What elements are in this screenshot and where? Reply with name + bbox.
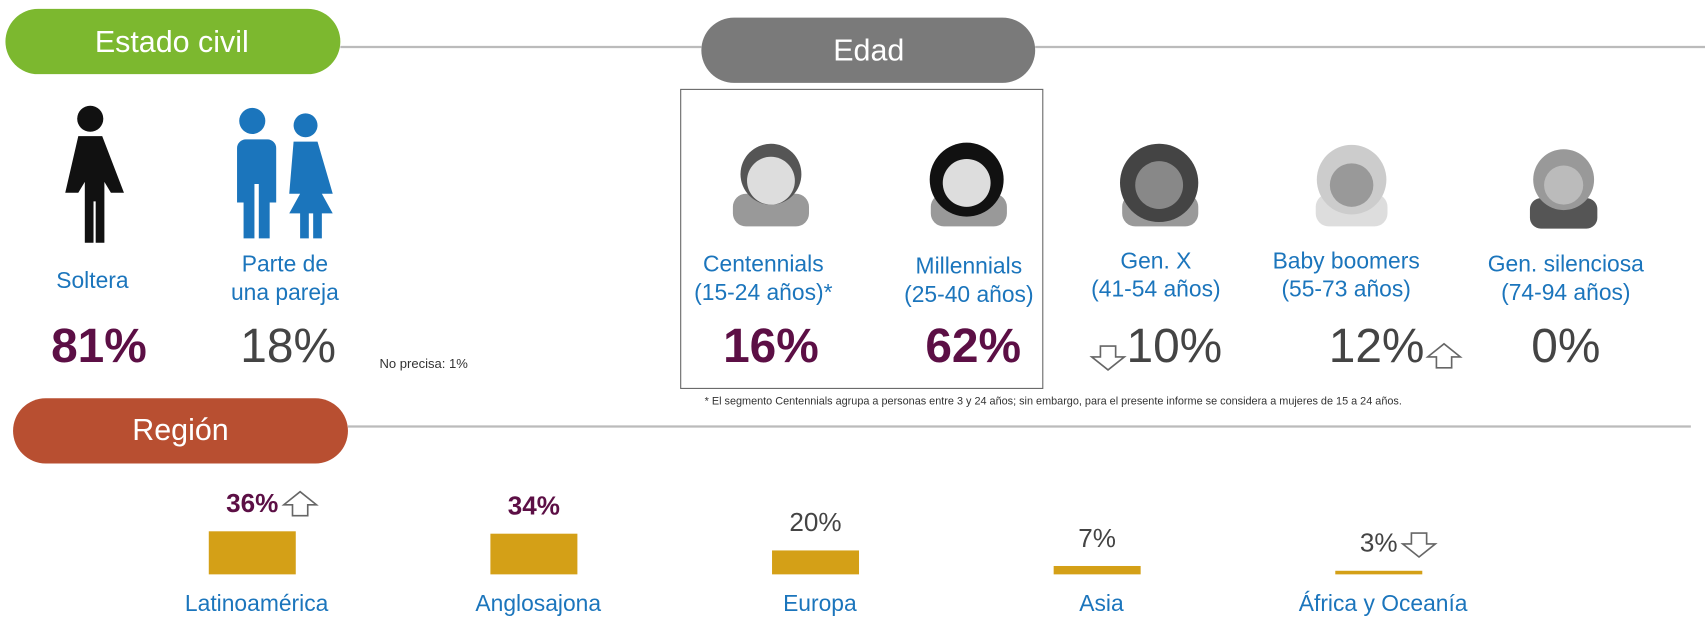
item-value: 0% — [1531, 320, 1600, 373]
up-arrow — [284, 492, 317, 516]
item-label: Gen. silenciosa — [1488, 251, 1644, 277]
bar-label: Latinoamérica — [185, 590, 329, 616]
bar-label: Anglosajona — [475, 590, 601, 616]
section-title: Edad — [833, 33, 904, 67]
infographic: Estado civil Edad Región No precisa: 1% … — [0, 0, 1705, 617]
item-label: (55-73 años) — [1281, 276, 1410, 302]
bar-label: Asia — [1079, 590, 1124, 616]
item-label: Baby boomers — [1273, 247, 1420, 273]
bar — [209, 531, 296, 574]
couple-icon — [237, 108, 333, 238]
item-label: (41-54 años) — [1091, 276, 1220, 302]
bar-value: 36% — [226, 488, 278, 518]
section-title: Región — [132, 413, 228, 447]
item-label: Parte de — [242, 251, 328, 277]
item-label: (25-40 años) — [904, 281, 1033, 307]
bar — [772, 550, 859, 574]
item-value: 16% — [723, 320, 819, 373]
bar-label: Europa — [783, 590, 857, 616]
item-label: Millennials — [916, 253, 1023, 279]
bar — [1335, 571, 1422, 575]
item-label: Gen. X — [1120, 247, 1191, 273]
item-label: (74-94 años) — [1501, 279, 1630, 305]
bar — [1054, 566, 1141, 574]
item-label: Centennials — [703, 251, 824, 277]
note: No precisa: 1% — [379, 356, 468, 371]
bar-value: 34% — [508, 490, 560, 520]
item-label: (15-24 años)* — [694, 279, 832, 305]
bar-value: 7% — [1078, 523, 1116, 553]
down-arrow — [1403, 533, 1436, 557]
item-label: Soltera — [56, 267, 129, 293]
bar-value: 3% — [1360, 528, 1398, 558]
item-value: 62% — [925, 320, 1021, 373]
item-value: 10% — [1126, 320, 1222, 373]
up-arrow — [1428, 344, 1461, 368]
item-label: una pareja — [231, 279, 339, 305]
footnote: * El segmento Centennials agrupa a perso… — [705, 395, 1402, 407]
avatar-icons — [733, 143, 1597, 229]
item-value: 18% — [240, 320, 336, 373]
woman-icon — [65, 106, 124, 243]
item-value: 12% — [1329, 320, 1425, 373]
section-title: Estado civil — [95, 25, 249, 59]
bar-value: 20% — [789, 507, 841, 537]
bar — [490, 534, 577, 575]
item-value: 81% — [51, 320, 147, 373]
down-arrow — [1092, 346, 1125, 370]
bar-label: África y Oceanía — [1299, 590, 1468, 616]
